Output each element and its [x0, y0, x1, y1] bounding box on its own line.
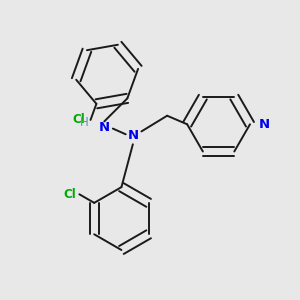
- Text: Cl: Cl: [64, 188, 76, 201]
- Text: H: H: [80, 116, 89, 129]
- Text: Cl: Cl: [72, 113, 85, 126]
- Text: N: N: [99, 121, 110, 134]
- Text: N: N: [127, 129, 138, 142]
- Text: N: N: [259, 118, 270, 131]
